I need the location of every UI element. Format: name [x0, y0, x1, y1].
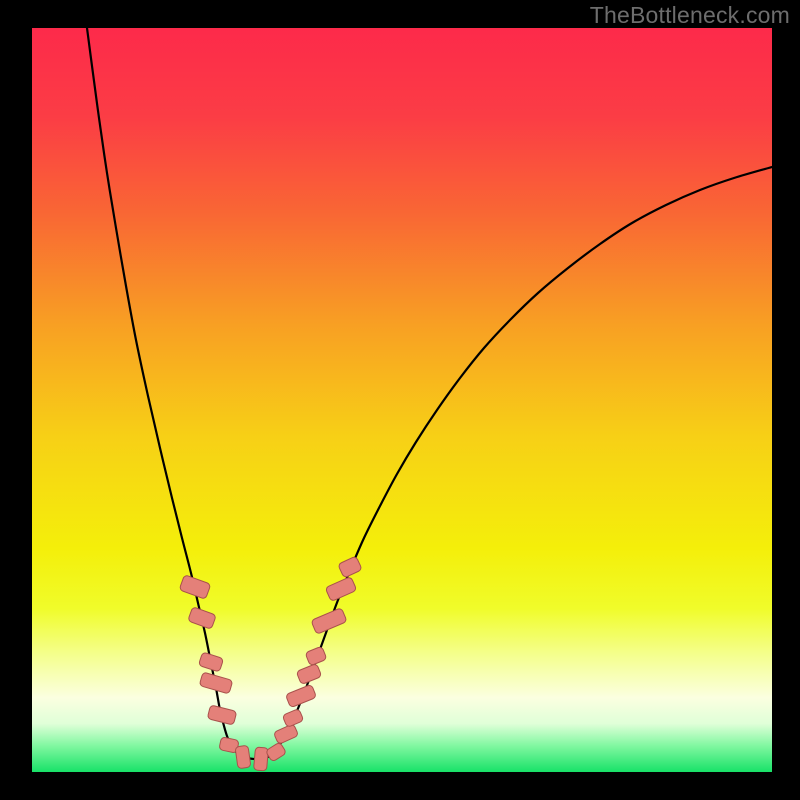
stage: TheBottleneck.com: [0, 0, 800, 800]
marker-7: [254, 747, 269, 771]
watermark-text: TheBottleneck.com: [590, 2, 790, 29]
bottleneck-chart: [32, 28, 772, 772]
chart-svg: [32, 28, 772, 772]
chart-background: [32, 28, 772, 772]
marker-6: [235, 745, 251, 769]
